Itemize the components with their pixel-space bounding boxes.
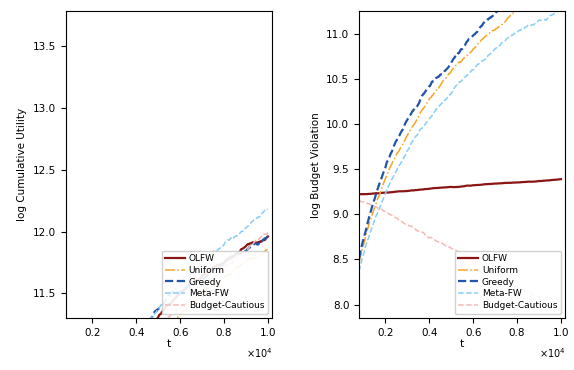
Meta-FW <box>557 6 564 10</box>
Y-axis label: log Budget Violation: log Budget Violation <box>311 112 321 218</box>
OLFW <box>476 183 483 187</box>
Legend: OLFW, Uniform, Greedy, Meta-FW, Budget-Cautious: OLFW, Uniform, Greedy, Meta-FW, Budget-C… <box>162 250 268 314</box>
Budget-Cautious <box>526 290 533 295</box>
Budget-Cautious <box>182 300 189 305</box>
OLFW <box>526 179 533 184</box>
Greedy <box>356 253 363 258</box>
Meta-FW <box>246 223 253 228</box>
OLFW <box>356 192 363 196</box>
OLFW <box>475 183 482 187</box>
Line: Greedy: Greedy <box>66 236 268 370</box>
Line: Uniform: Uniform <box>359 0 561 262</box>
Meta-FW <box>265 208 272 212</box>
Line: OLFW: OLFW <box>359 179 561 194</box>
Budget-Cautious <box>355 198 362 203</box>
Uniform <box>475 40 482 45</box>
Budget-Cautious <box>557 308 564 313</box>
Uniform <box>183 307 189 312</box>
Budget-Cautious <box>233 256 240 261</box>
X-axis label: t: t <box>167 339 172 349</box>
Meta-FW <box>538 18 545 23</box>
Text: $\times10^4$: $\times10^4$ <box>539 346 565 360</box>
Line: Uniform: Uniform <box>66 250 268 370</box>
Uniform <box>526 2 533 6</box>
OLFW <box>355 192 362 196</box>
Budget-Cautious <box>479 264 486 269</box>
Meta-FW <box>182 274 189 278</box>
OLFW <box>557 177 564 181</box>
Uniform <box>246 256 253 261</box>
Uniform <box>233 266 240 270</box>
Budget-Cautious <box>356 199 363 203</box>
Meta-FW <box>356 266 363 271</box>
Y-axis label: log Cumulative Utility: log Cumulative Utility <box>17 108 28 221</box>
OLFW <box>233 252 240 256</box>
Budget-Cautious <box>476 262 483 267</box>
OLFW <box>183 286 189 290</box>
Legend: OLFW, Uniform, Greedy, Meta-FW, Budget-Cautious: OLFW, Uniform, Greedy, Meta-FW, Budget-C… <box>455 250 561 314</box>
Text: $\times10^4$: $\times10^4$ <box>246 346 273 360</box>
Line: OLFW: OLFW <box>66 236 268 370</box>
Uniform <box>265 248 272 252</box>
OLFW <box>265 234 272 239</box>
Greedy <box>476 26 483 31</box>
Line: Budget-Cautious: Budget-Cautious <box>66 232 268 370</box>
Budget-Cautious <box>183 299 189 304</box>
Meta-FW <box>186 273 193 278</box>
OLFW <box>538 179 545 183</box>
X-axis label: t: t <box>460 339 464 349</box>
OLFW <box>246 242 253 247</box>
Greedy <box>246 245 253 249</box>
Line: Greedy: Greedy <box>359 0 561 259</box>
Greedy <box>233 252 240 256</box>
Uniform <box>479 37 486 41</box>
Budget-Cautious <box>265 230 272 234</box>
Greedy <box>479 22 486 27</box>
Uniform <box>263 248 270 252</box>
Line: Meta-FW: Meta-FW <box>359 8 561 272</box>
Meta-FW <box>183 274 189 279</box>
Uniform <box>186 303 193 308</box>
Budget-Cautious <box>538 298 545 302</box>
Uniform <box>182 308 189 313</box>
Meta-FW <box>526 23 533 27</box>
Uniform <box>355 260 362 265</box>
OLFW <box>186 282 193 286</box>
Uniform <box>356 258 363 262</box>
Greedy <box>355 256 362 261</box>
Greedy <box>183 285 189 289</box>
Budget-Cautious <box>186 296 193 301</box>
Greedy <box>182 286 189 290</box>
Uniform <box>476 40 483 45</box>
Line: Meta-FW: Meta-FW <box>66 209 268 370</box>
Meta-FW <box>355 269 362 274</box>
Meta-FW <box>479 58 486 63</box>
Greedy <box>475 27 482 31</box>
Budget-Cautious <box>475 262 482 266</box>
Greedy <box>265 234 272 239</box>
Line: Budget-Cautious: Budget-Cautious <box>359 201 561 310</box>
Greedy <box>186 283 193 288</box>
Meta-FW <box>475 62 482 66</box>
OLFW <box>479 182 486 187</box>
Meta-FW <box>476 61 483 65</box>
OLFW <box>182 286 189 291</box>
Meta-FW <box>264 207 271 212</box>
Budget-Cautious <box>246 245 253 249</box>
Meta-FW <box>233 233 240 238</box>
